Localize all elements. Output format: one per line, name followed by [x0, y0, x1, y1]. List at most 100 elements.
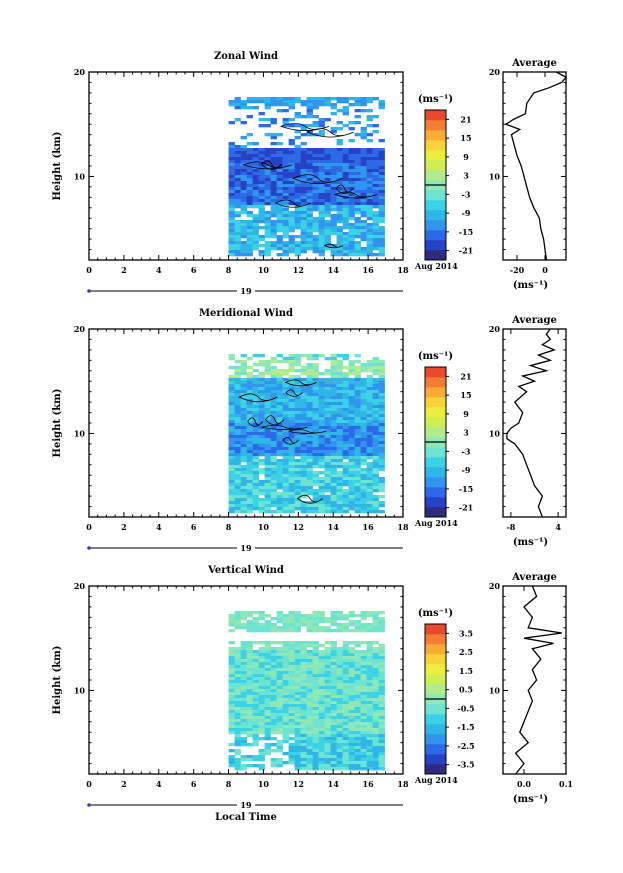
heatmap-cell — [246, 504, 253, 508]
heatmap-cell — [330, 97, 337, 101]
heatmap-cell — [354, 157, 361, 161]
heatmap-cell — [246, 393, 253, 397]
heatmap-cell — [276, 695, 283, 699]
heatmap-cell — [306, 459, 313, 463]
heatmap-cell — [270, 172, 277, 176]
heatmap-cell — [240, 671, 247, 675]
heatmap-cell — [252, 707, 259, 711]
heatmap-cell — [336, 423, 343, 427]
heatmap-cell — [288, 683, 295, 687]
date-label: 19 — [240, 800, 252, 810]
heatmap-cell — [246, 644, 253, 648]
heatmap-cell — [348, 647, 355, 651]
heatmap-cell — [276, 109, 283, 113]
heatmap-cell — [300, 148, 307, 152]
heatmap-cell — [348, 378, 355, 382]
heatmap-cell — [294, 674, 301, 678]
heatmap-cell — [234, 426, 241, 430]
heatmap-cell — [312, 459, 319, 463]
heatmap-cell — [258, 360, 265, 364]
heatmap-cell — [312, 106, 319, 110]
heatmap-cell — [372, 650, 379, 654]
heatmap-cell — [378, 220, 385, 224]
heatmap-cell — [324, 97, 331, 101]
contour-line — [296, 494, 323, 504]
heatmap-cell — [312, 390, 319, 394]
heatmap-cell — [252, 656, 259, 660]
heatmap-cell — [288, 148, 295, 152]
heatmap-cell — [300, 381, 307, 385]
heatmap-cell — [234, 175, 241, 179]
heatmap-cell — [318, 157, 325, 161]
heatmap-cell — [342, 674, 349, 678]
heatmap-cell — [264, 223, 271, 227]
heatmap-cell — [312, 396, 319, 400]
colorbar-swatch — [425, 377, 446, 388]
heatmap-cell — [342, 106, 349, 110]
heatmap-cell — [252, 758, 259, 762]
heatmap-cell — [252, 384, 259, 388]
heatmap-cell — [276, 761, 283, 765]
heatmap-cell — [372, 465, 379, 469]
heatmap-cell — [372, 692, 379, 696]
heatmap-cell — [324, 438, 331, 442]
heatmap-cell — [258, 184, 265, 188]
heatmap-cell — [276, 647, 283, 651]
heatmap-cell — [330, 450, 337, 454]
heatmap-cell — [264, 668, 271, 672]
heatmap-cell — [354, 504, 361, 508]
heatmap-cell — [312, 692, 319, 696]
heatmap-cell — [270, 432, 277, 436]
heatmap-cell — [276, 399, 283, 403]
heatmap-cell — [270, 459, 277, 463]
heatmap-cell — [354, 354, 361, 358]
heatmap-cell — [330, 357, 337, 361]
heatmap-cell — [330, 360, 337, 364]
heatmap-cell — [330, 250, 337, 254]
heatmap-cell — [318, 97, 325, 101]
heatmap-cell — [318, 208, 325, 212]
heatmap-cell — [240, 665, 247, 669]
heatmap-cell — [354, 360, 361, 364]
heatmap-cell — [294, 498, 301, 502]
heatmap-cell — [348, 662, 355, 666]
heatmap-cell — [336, 244, 343, 248]
heatmap-cell — [240, 686, 247, 690]
heatmap-cell — [342, 414, 349, 418]
heatmap-cell — [330, 611, 337, 615]
heatmap-cell — [246, 244, 253, 248]
heatmap-cell — [234, 725, 241, 729]
heatmap-cell — [336, 698, 343, 702]
heatmap-cell — [252, 620, 259, 624]
heatmap-cell — [282, 453, 289, 457]
heatmap-cell — [378, 465, 385, 469]
heatmap-cell — [252, 426, 259, 430]
heatmap-cell — [372, 166, 379, 170]
heatmap-cell — [312, 620, 319, 624]
heatmap-cell — [360, 659, 367, 663]
heatmap-cell — [234, 241, 241, 245]
heatmap-cell — [300, 462, 307, 466]
heatmap-cell — [306, 154, 313, 158]
heatmap-cell — [282, 686, 289, 690]
heatmap-cell — [264, 244, 271, 248]
heatmap-cell — [306, 662, 313, 666]
heatmap-cell — [300, 190, 307, 194]
heatmap-cell — [264, 477, 271, 481]
contour-line — [323, 243, 344, 249]
heatmap-cell — [246, 665, 253, 669]
heatmap-cell — [342, 749, 349, 753]
heatmap-cell — [252, 507, 259, 511]
heatmap-cell — [372, 226, 379, 230]
heatmap-cell — [366, 471, 373, 475]
heatmap-cell — [354, 692, 361, 696]
heatmap-cell — [312, 710, 319, 714]
heatmap-cell — [348, 390, 355, 394]
heatmap-cell — [318, 450, 325, 454]
heatmap-cell — [300, 223, 307, 227]
heatmap-cell — [324, 103, 331, 107]
heatmap-cell — [312, 115, 319, 119]
heatmap-cell — [228, 253, 235, 257]
heatmap-cell — [264, 695, 271, 699]
